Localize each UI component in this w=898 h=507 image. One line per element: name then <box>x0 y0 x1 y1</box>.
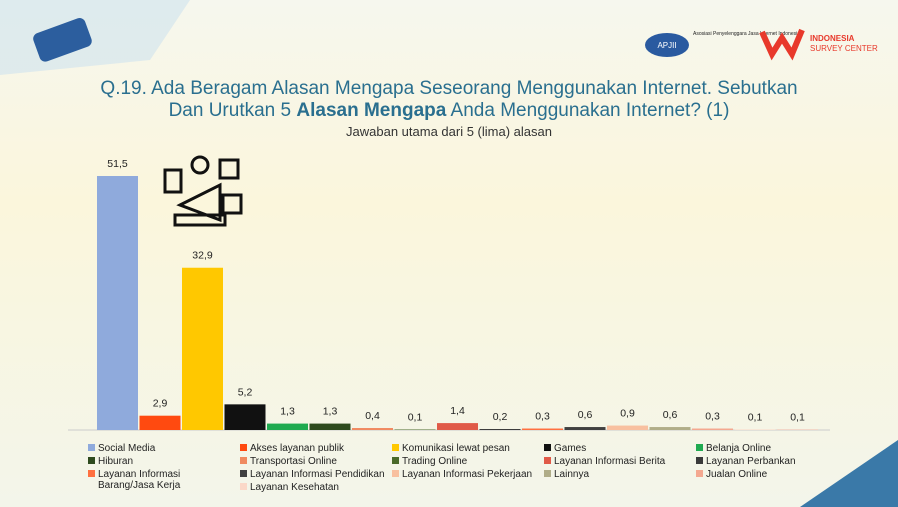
value-label: 0,2 <box>493 411 508 423</box>
legend-item: Layanan Kesehatan <box>240 482 339 493</box>
legend-label: Layanan Informasi Barang/Jasa Kerja <box>98 469 238 491</box>
slide: APJII Asosiasi Penyelenggara Jasa Intern… <box>0 0 898 507</box>
value-label: 1,4 <box>450 405 465 417</box>
title-line: Q.19. Ada Beragam Alasan Mengapa Seseora… <box>100 78 797 99</box>
legend-swatch <box>544 457 551 464</box>
legend-swatch <box>88 470 95 477</box>
bar <box>650 427 691 430</box>
legend-item: Layanan Perbankan <box>696 456 796 467</box>
legend-label: Social Media <box>98 443 155 454</box>
legend-label: Hiburan <box>98 456 133 467</box>
media-icon <box>165 157 241 225</box>
legend-swatch <box>392 470 399 477</box>
legend-label: Jualan Online <box>706 469 767 480</box>
bar <box>437 423 478 430</box>
value-label: 51,5 <box>107 158 128 170</box>
bar <box>480 429 521 430</box>
value-label: 0,3 <box>705 411 720 423</box>
bar <box>225 404 266 430</box>
value-label: 0,6 <box>663 409 678 421</box>
isc: INDONESIA <box>810 34 855 43</box>
legend-swatch <box>240 470 247 477</box>
legend-item: Social Media <box>88 443 155 454</box>
legend-swatch <box>392 457 399 464</box>
legend-label: Layanan Informasi Pekerjaan <box>402 469 532 480</box>
legend-item: Trading Online <box>392 456 467 467</box>
title-part: Dan Urutkan 5 <box>169 100 292 121</box>
legend-swatch <box>240 457 247 464</box>
value-label: 1,3 <box>323 406 338 418</box>
legend-swatch <box>544 470 551 477</box>
bar <box>692 429 733 430</box>
value-label: 5,2 <box>238 386 253 398</box>
title: Q.19. Ada Beragam Alasan Mengapa Seseora… <box>0 78 898 122</box>
value-label: 0,6 <box>578 409 593 421</box>
legend-label: Komunikasi lewat pesan <box>402 443 510 454</box>
legend-item: Komunikasi lewat pesan <box>392 443 510 454</box>
chart: APJII Asosiasi Penyelenggara Jasa Intern… <box>0 0 898 507</box>
bar <box>182 268 223 430</box>
bar <box>565 427 606 430</box>
legend-item: Akses layanan publik <box>240 443 344 454</box>
legend-item: Transportasi Online <box>240 456 337 467</box>
decor <box>800 440 898 507</box>
legend-label: Layanan Kesehatan <box>250 482 339 493</box>
isc: SURVEY CENTER <box>810 44 878 53</box>
bar <box>267 424 308 430</box>
legend-swatch <box>544 444 551 451</box>
value-label: 2,9 <box>153 398 168 410</box>
legend-swatch <box>88 457 95 464</box>
bar <box>97 176 138 430</box>
legend-label: Games <box>554 443 586 454</box>
bar <box>310 424 351 430</box>
legend-label: Transportasi Online <box>250 456 337 467</box>
legend-item: Layanan Informasi Pendidikan <box>240 469 385 480</box>
bar <box>607 426 648 430</box>
decor <box>0 0 190 75</box>
legend-swatch <box>696 457 703 464</box>
value-label: 0,3 <box>535 411 550 423</box>
legend-item: Hiburan <box>88 456 133 467</box>
bar <box>352 428 393 430</box>
title-part: Anda Menggunakan Internet? (1) <box>451 100 730 121</box>
legend-item: Jualan Online <box>696 469 767 480</box>
legend-label: Belanja Online <box>706 443 771 454</box>
legend-swatch <box>392 444 399 451</box>
legend-label: Akses layanan publik <box>250 443 344 454</box>
legend-label: Trading Online <box>402 456 467 467</box>
bar <box>522 429 563 430</box>
legend-swatch <box>696 470 703 477</box>
legend-item: Layanan Informasi Berita <box>544 456 665 467</box>
value-label: 0,4 <box>365 410 380 422</box>
legend-item: Lainnya <box>544 469 589 480</box>
title-bold: Alasan Mengapa <box>296 100 446 121</box>
subtitle: Jawaban utama dari 5 (lima) alasan <box>0 124 898 139</box>
value-label: 0,1 <box>790 412 805 424</box>
legend-item: Belanja Online <box>696 443 771 454</box>
value-label: 0,1 <box>408 412 423 424</box>
legend-swatch <box>696 444 703 451</box>
legend-label: Lainnya <box>554 469 589 480</box>
legend-label: Layanan Informasi Pendidikan <box>250 469 385 480</box>
legend-swatch <box>240 444 247 451</box>
legend-swatch <box>240 483 247 490</box>
legend-item: Layanan Informasi Barang/Jasa Kerja <box>88 469 238 491</box>
value-label: 0,9 <box>620 408 635 420</box>
legend-swatch <box>88 444 95 451</box>
value-label: 32,9 <box>192 250 213 262</box>
legend-label: Layanan Informasi Berita <box>554 456 665 467</box>
bar <box>140 416 181 430</box>
legend-item: Layanan Informasi Pekerjaan <box>392 469 532 480</box>
legend-item: Games <box>544 443 586 454</box>
apjii: APJII <box>657 41 676 50</box>
legend-label: Layanan Perbankan <box>706 456 796 467</box>
value-label: 1,3 <box>280 406 295 418</box>
value-label: 0,1 <box>748 412 763 424</box>
